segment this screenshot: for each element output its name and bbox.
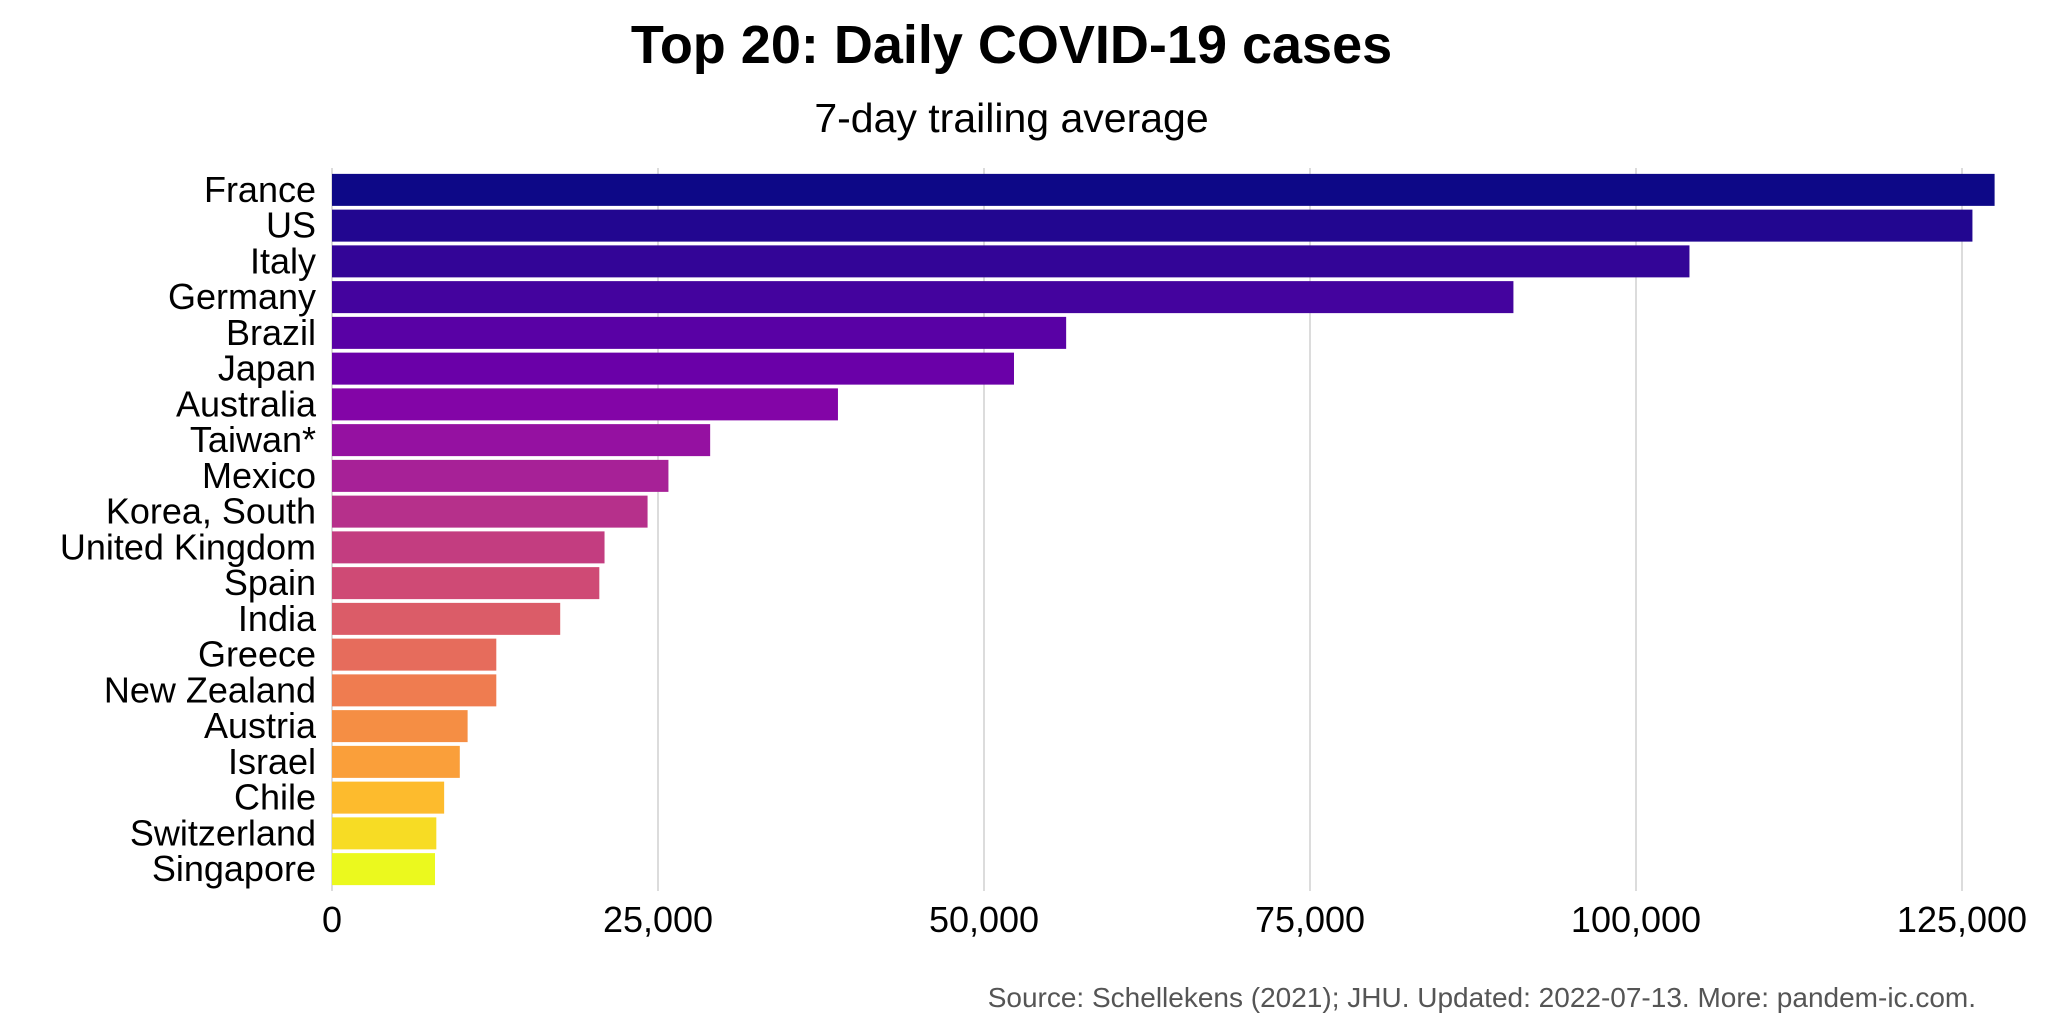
bar xyxy=(332,245,1690,278)
category-label: Brazil xyxy=(226,312,316,353)
bar xyxy=(332,745,460,778)
x-tick-label: 125,000 xyxy=(1897,899,2027,940)
x-tick-label: 75,000 xyxy=(1255,899,1365,940)
bar xyxy=(332,638,497,671)
bar xyxy=(332,352,1014,385)
category-label: Switzerland xyxy=(130,812,316,853)
bar xyxy=(332,710,468,743)
bar xyxy=(332,424,711,457)
bar xyxy=(332,281,1514,314)
bar xyxy=(332,459,669,492)
bar xyxy=(332,388,838,421)
x-tick-label: 100,000 xyxy=(1571,899,1701,940)
category-label: Germany xyxy=(168,276,316,317)
bar xyxy=(332,567,600,600)
x-axis-tick-labels: 0 25,000 50,000 75,000 100,000 125,000 xyxy=(322,899,2027,940)
bar xyxy=(332,316,1067,349)
x-tick-label: 50,000 xyxy=(929,899,1039,940)
category-label: Taiwan* xyxy=(190,419,316,460)
x-tick-label: 25,000 xyxy=(603,899,713,940)
bar xyxy=(332,853,436,886)
category-label: Spain xyxy=(224,562,316,603)
category-label: Austria xyxy=(204,705,317,746)
bar xyxy=(332,781,445,814)
category-label: Japan xyxy=(218,348,316,389)
x-tick-label: 0 xyxy=(322,899,342,940)
chart-caption: Source: Schellekens (2021); JHU. Updated… xyxy=(987,982,1976,1013)
bar xyxy=(332,495,648,528)
chart-subtitle: 7-day trailing average xyxy=(814,95,1209,141)
category-label: Australia xyxy=(176,383,317,424)
category-label: Chile xyxy=(234,777,316,818)
category-label: Greece xyxy=(198,634,316,675)
category-label: United Kingdom xyxy=(60,526,316,567)
bar xyxy=(332,817,437,850)
chart-title: Top 20: Daily COVID-19 cases xyxy=(630,15,1393,75)
category-label: Korea, South xyxy=(106,491,316,532)
bar xyxy=(332,531,605,564)
bar xyxy=(332,602,561,635)
category-label: Italy xyxy=(250,240,316,281)
category-labels: FranceUSItalyGermanyBrazilJapanAustralia… xyxy=(60,169,317,889)
bar xyxy=(332,674,497,707)
bar xyxy=(332,173,1995,206)
category-label: India xyxy=(238,598,317,639)
category-label: France xyxy=(204,169,316,210)
category-label: Mexico xyxy=(202,455,316,496)
category-label: New Zealand xyxy=(104,669,316,710)
category-label: Israel xyxy=(228,741,316,782)
bars xyxy=(332,173,1995,886)
category-label: Singapore xyxy=(152,848,316,889)
category-label: US xyxy=(266,205,316,246)
bar xyxy=(332,209,1973,242)
